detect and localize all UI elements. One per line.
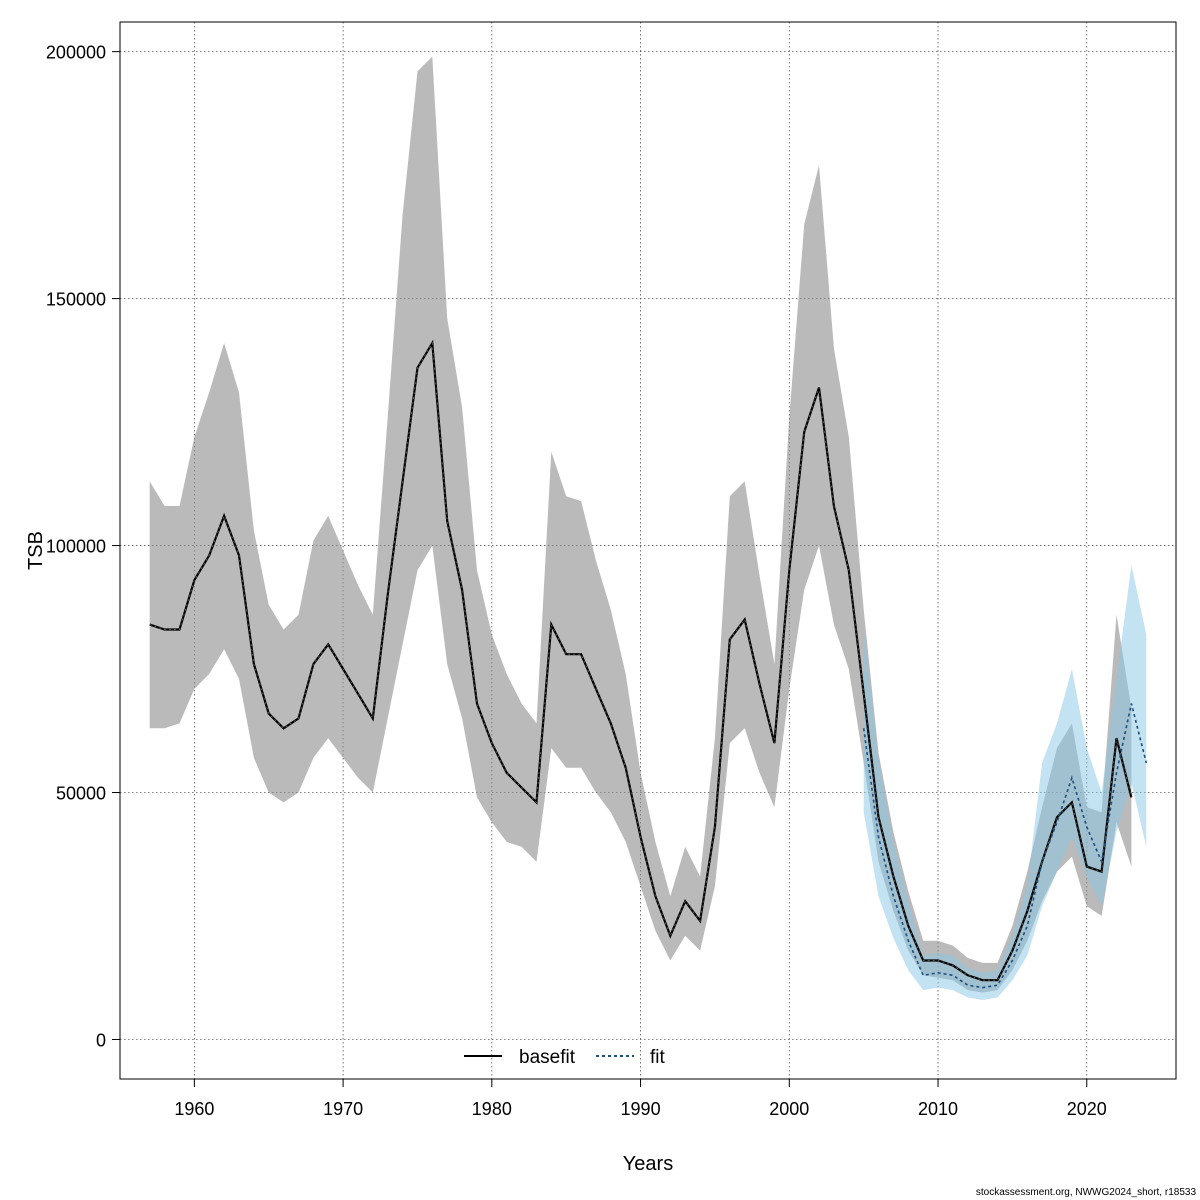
- x-tick-label-2010: 2010: [918, 1099, 958, 1119]
- x-tick-label-1980: 1980: [472, 1099, 512, 1119]
- y-axis-title: TSB: [25, 531, 47, 570]
- x-axis: 1960 1970 1980 1990 2000 2010 2020: [174, 1079, 1107, 1119]
- plot-frame: [119, 21, 1177, 1080]
- y-tick-label-0: 0: [96, 1030, 106, 1050]
- series-line-fit: [862, 703, 1148, 989]
- confidence-band-fit: [863, 565, 1147, 1000]
- x-tick-label-2020: 2020: [1067, 1099, 1107, 1119]
- y-tick-label-200000: 200000: [46, 43, 106, 63]
- x-tick-label-1970: 1970: [323, 1099, 363, 1119]
- legend-label-basefit: basefit: [519, 1047, 576, 1068]
- x-tick-label-2000: 2000: [769, 1099, 809, 1119]
- y-axis: 0 50000 100000 150000 200000: [46, 43, 120, 1050]
- x-tick-label-1960: 1960: [174, 1099, 214, 1119]
- y-tick-label-50000: 50000: [56, 784, 106, 804]
- series-line-basefit-overlay: [149, 341, 1132, 981]
- y-tick-label-150000: 150000: [46, 290, 106, 310]
- legend: basefit fit: [464, 1047, 666, 1068]
- x-tick-label-1990: 1990: [621, 1099, 661, 1119]
- y-tick-label-100000: 100000: [46, 537, 106, 557]
- source-footnote: stockassessment.org, NWWG2024_short, r18…: [975, 1187, 1196, 1198]
- legend-label-fit: fit: [650, 1047, 666, 1068]
- x-axis-title: Years: [623, 1153, 673, 1175]
- series-lines: [149, 339, 1148, 989]
